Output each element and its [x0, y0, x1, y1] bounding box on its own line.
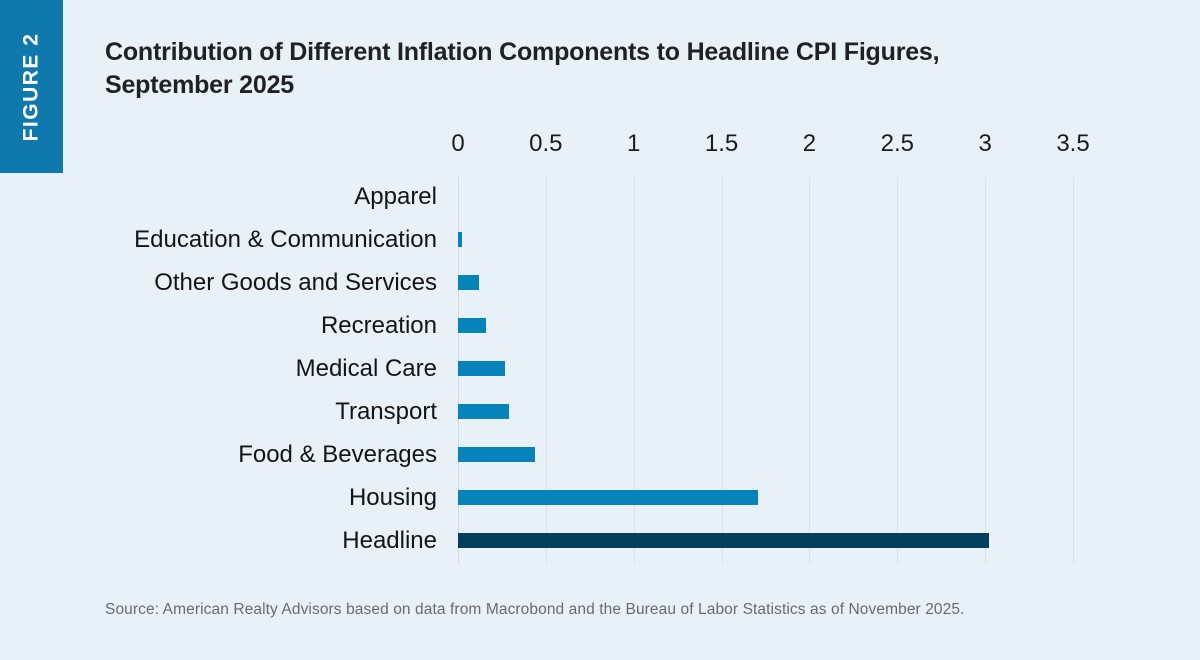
x-tick-label: 2.5: [880, 130, 914, 157]
x-tick-label: 3.5: [1056, 130, 1090, 157]
x-tick-label: 1: [627, 130, 641, 157]
bar-track: [458, 404, 1200, 419]
category-label: Housing: [348, 483, 437, 511]
bar-track: [458, 232, 1200, 247]
bar-track: [458, 361, 1200, 376]
x-tick-label: 3: [978, 130, 992, 157]
figure-badge-label: FIGURE 2: [19, 32, 43, 141]
chart-row: Transport: [0, 390, 1200, 433]
category-label: Transport: [335, 397, 437, 425]
source-note: Source: American Realty Advisors based o…: [105, 601, 965, 618]
category-label: Food & Beverages: [238, 440, 437, 468]
figure-badge: FIGURE 2: [0, 0, 63, 173]
category-label: Recreation: [320, 311, 437, 339]
bar-track: [458, 318, 1200, 333]
bar-other-goods-and-services: [458, 275, 480, 290]
x-axis-ticks: 0 0.5 1 1.5 2 2.5 3 3.5: [0, 130, 1200, 160]
chart-row: Recreation: [0, 304, 1200, 347]
bar-track: [458, 275, 1200, 290]
bar-track: [458, 533, 1200, 548]
bar-medical-care: [458, 361, 506, 376]
chart-row: Housing: [0, 476, 1200, 519]
category-label: Headline: [342, 526, 437, 554]
bar-transport: [458, 404, 509, 419]
category-label: Medical Care: [295, 354, 437, 382]
bar-track: [458, 189, 1200, 204]
chart-title-line1: Contribution of Different Inflation Comp…: [105, 38, 940, 66]
chart-title-line2: September 2025: [105, 71, 294, 99]
x-tick-label: 0.5: [529, 130, 563, 157]
bar-recreation: [458, 318, 487, 333]
chart-row: Other Goods and Services: [0, 261, 1200, 304]
chart-row: Medical Care: [0, 347, 1200, 390]
bar-rows: Apparel Education & Communication Other Go…: [0, 175, 1200, 562]
bar-track: [458, 490, 1200, 505]
x-tick-label: 1.5: [704, 130, 739, 157]
bar-education-communication: [458, 232, 462, 247]
category-label: Other Goods and Services: [154, 268, 437, 296]
x-tick-label: 2: [802, 130, 817, 157]
chart-row: Headline: [0, 519, 1200, 562]
category-label: Education & Communication: [134, 225, 437, 253]
bar-food-beverages: [458, 447, 536, 462]
chart-row: Apparel: [0, 175, 1200, 218]
category-label: Apparel: [354, 182, 437, 210]
chart-title: Contribution of Different Inflation Comp…: [105, 36, 940, 102]
bar-housing: [458, 490, 759, 505]
bar-headline: [458, 533, 989, 548]
x-tick-label: 0: [451, 130, 465, 157]
chart-row: Food & Beverages: [0, 433, 1200, 476]
bar-track: [458, 447, 1200, 462]
chart-row: Education & Communication: [0, 218, 1200, 261]
